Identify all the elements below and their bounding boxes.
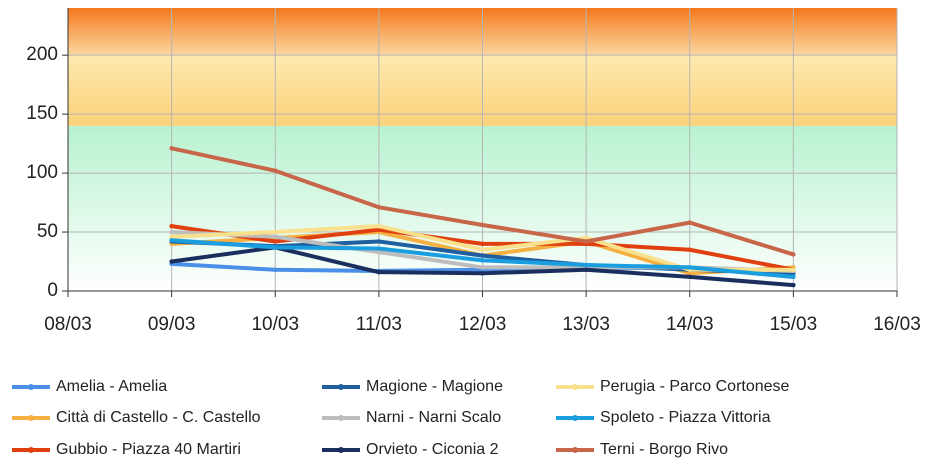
legend-label: Terni - Borgo Rivo: [600, 441, 728, 458]
point: [169, 146, 174, 151]
x-tick-label: 11/03: [356, 314, 402, 335]
point: [376, 223, 382, 229]
point: [480, 258, 485, 263]
point: [687, 274, 692, 280]
point: [169, 259, 174, 264]
point: [583, 262, 589, 268]
y-tick-label: 0: [47, 280, 58, 301]
legend-swatch: [28, 384, 34, 390]
point: [169, 234, 174, 239]
point: [583, 235, 589, 241]
legend-label: Amelia - Amelia: [56, 378, 167, 395]
point: [169, 229, 174, 235]
legend-swatch: [28, 415, 34, 421]
x-tick-label: 12/03: [459, 314, 507, 335]
point: [791, 252, 796, 257]
point: [687, 265, 692, 270]
point: [376, 239, 382, 244]
point: [273, 234, 278, 239]
legend-label: Spoleto - Piazza Vittoria: [600, 409, 771, 426]
legend-swatch: [338, 384, 344, 390]
legend-swatch: [572, 415, 578, 421]
legend-label: Narni - Narni Scalo: [366, 409, 501, 426]
point: [273, 229, 278, 235]
point: [583, 239, 589, 244]
point: [687, 271, 692, 276]
point: [480, 271, 485, 276]
point: [480, 222, 485, 228]
point: [376, 246, 382, 251]
y-tick-label: 100: [26, 162, 58, 183]
legend-swatch: [338, 415, 344, 421]
legend-label: Perugia - Parco Cortonese: [600, 378, 790, 395]
point: [480, 253, 485, 258]
point: [169, 238, 174, 243]
legend-label: Gubbio - Piazza 40 Martiri: [56, 441, 241, 458]
legend-swatch: [572, 447, 578, 453]
point: [376, 269, 382, 275]
x-tick-label: 15/03: [770, 314, 818, 335]
x-tick-label: 08/03: [44, 314, 92, 335]
point: [791, 282, 796, 288]
point: [273, 168, 278, 173]
point: [480, 265, 485, 270]
point: [687, 220, 692, 225]
point: [791, 274, 796, 280]
point: [273, 245, 278, 250]
point: [791, 267, 796, 272]
legend-label: Orvieto - Ciconia 2: [366, 441, 499, 458]
x-tick-label: 09/03: [148, 314, 196, 335]
point: [480, 241, 485, 247]
x-tick-label: 13/03: [562, 314, 610, 335]
point: [376, 249, 382, 255]
legend-label: Magione - Magione: [366, 378, 503, 395]
x-tick-label: 14/03: [666, 314, 714, 335]
y-tick-label: 200: [26, 44, 58, 65]
x-tick-label: 10/03: [251, 314, 299, 335]
point: [583, 267, 589, 272]
point: [273, 239, 278, 244]
point: [687, 247, 692, 252]
y-tick-label: 50: [37, 221, 58, 242]
y-tick-label: 150: [26, 103, 58, 124]
legend-swatch: [338, 447, 344, 453]
point: [480, 247, 485, 252]
legend-swatch: [572, 384, 578, 390]
point: [376, 227, 382, 232]
x-tick-label: 16/03: [873, 314, 921, 335]
legend-swatch: [28, 447, 34, 453]
point: [169, 223, 174, 229]
legend-label: Città di Castello - C. Castello: [56, 409, 261, 426]
point: [273, 267, 278, 272]
point: [376, 205, 382, 210]
